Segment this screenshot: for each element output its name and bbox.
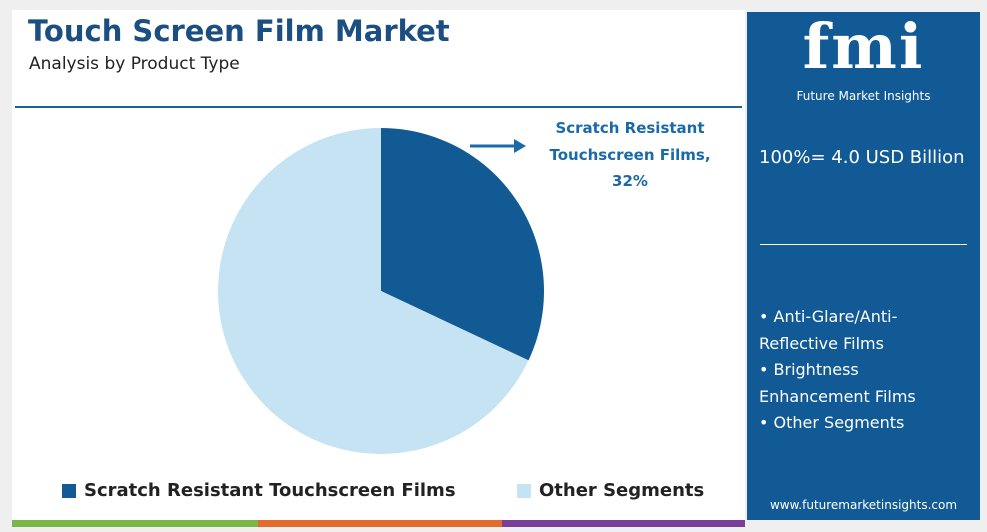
divider [15,106,742,108]
legend-swatch [517,483,531,498]
bullet-item: • Other Segments [759,413,905,432]
pie-chart [218,128,544,454]
data-label: Scratch Resistant Touchscreen Films, 32% [549,119,711,190]
legend-label: Other Segments [539,480,705,501]
bullet-item: • Anti-Glare/Anti-Reflective Films [759,307,898,353]
legend-swatch [62,483,76,498]
brand: Future Market Insights [796,89,931,103]
website: www.futuremarketinsights.com [769,498,958,512]
legend-item: Scratch Resistant Touchscreen Films [62,480,456,501]
accent-bar [12,520,258,527]
legend-item: Other Segments [517,480,704,501]
pie-slice [381,128,544,361]
chart-subtitle: Analysis by Product Type [29,54,240,74]
bullet-list: • Anti-Glare/Anti-Reflective Films • Brig… [759,304,949,437]
total: 100%= 4.0 USD Billion [759,147,965,168]
legend-label: Scratch Resistant Touchscreen Films [84,480,456,501]
accent-bar [258,520,502,527]
divider [760,244,967,245]
logo: fmi [802,10,925,83]
arrow-head [514,139,526,153]
bullet-item: • Brightness Enhancement Films [759,360,916,406]
accent-bar [502,520,745,527]
sidebar: fmi Future Market Insights 100%= 4.0 USD… [747,10,980,520]
pie-slice [218,128,529,454]
chart-title: Touch Screen Film Market [28,14,450,48]
